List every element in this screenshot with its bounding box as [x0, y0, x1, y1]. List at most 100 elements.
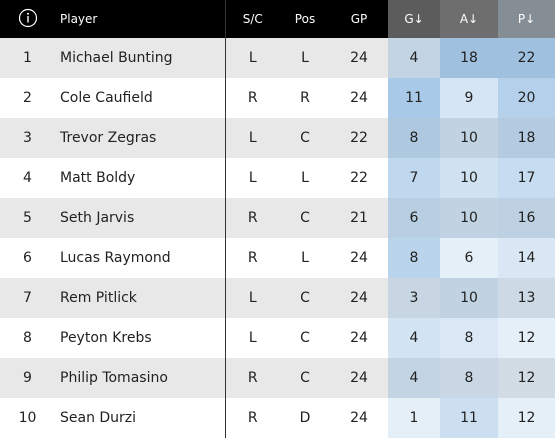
- table-row: 3 Trevor Zegras L C 22 8 10 18: [0, 118, 555, 158]
- games-played: 24: [330, 318, 388, 358]
- column-header[interactable]: P↓: [498, 0, 555, 38]
- shoots: L: [225, 118, 280, 158]
- shoots: L: [225, 38, 280, 78]
- points: 13: [498, 278, 555, 318]
- table-row: 10 Sean Durzi R D 24 1 11 12: [0, 398, 555, 438]
- rank: 7: [0, 278, 55, 318]
- player-name: Philip Tomasino: [55, 358, 226, 398]
- goals: 11: [388, 78, 440, 118]
- shoots: R: [225, 78, 280, 118]
- games-played: 24: [330, 358, 388, 398]
- player-name: Cole Caufield: [55, 78, 226, 118]
- position: L: [280, 158, 330, 198]
- goals: 1: [388, 398, 440, 438]
- column-header[interactable]: S/C: [225, 0, 280, 38]
- column-header[interactable]: A↓: [440, 0, 498, 38]
- info-header[interactable]: [0, 0, 55, 38]
- position: D: [280, 398, 330, 438]
- rank: 3: [0, 118, 55, 158]
- games-played: 24: [330, 398, 388, 438]
- assists: 18: [440, 38, 498, 78]
- rank: 10: [0, 398, 55, 438]
- shoots: R: [225, 398, 280, 438]
- column-header[interactable]: Pos: [280, 0, 330, 38]
- column-header[interactable]: GP: [330, 0, 388, 38]
- player-name: Rem Pitlick: [55, 278, 226, 318]
- assists: 10: [440, 158, 498, 198]
- shoots: R: [225, 358, 280, 398]
- position: C: [280, 318, 330, 358]
- table-row: 6 Lucas Raymond R L 24 8 6 14: [0, 238, 555, 278]
- player-name: Seth Jarvis: [55, 198, 226, 238]
- shoots: L: [225, 318, 280, 358]
- games-played: 24: [330, 38, 388, 78]
- games-played: 24: [330, 278, 388, 318]
- player-name: Peyton Krebs: [55, 318, 226, 358]
- position: R: [280, 78, 330, 118]
- assists: 8: [440, 318, 498, 358]
- column-header[interactable]: G↓: [388, 0, 440, 38]
- rank: 6: [0, 238, 55, 278]
- table-row: 7 Rem Pitlick L C 24 3 10 13: [0, 278, 555, 318]
- points: 17: [498, 158, 555, 198]
- rank: 5: [0, 198, 55, 238]
- goals: 4: [388, 318, 440, 358]
- column-header[interactable]: Player: [55, 0, 226, 38]
- player-name: Matt Boldy: [55, 158, 226, 198]
- shoots: L: [225, 278, 280, 318]
- games-played: 22: [330, 118, 388, 158]
- rank: 9: [0, 358, 55, 398]
- games-played: 24: [330, 238, 388, 278]
- info-icon[interactable]: [18, 8, 38, 28]
- goals: 8: [388, 118, 440, 158]
- assists: 6: [440, 238, 498, 278]
- goals: 8: [388, 238, 440, 278]
- points: 12: [498, 398, 555, 438]
- points: 16: [498, 198, 555, 238]
- table-row: 9 Philip Tomasino R C 24 4 8 12: [0, 358, 555, 398]
- games-played: 24: [330, 78, 388, 118]
- table-body: 1 Michael Bunting L L 24 4 18 22 2 Cole Caufield R…: [0, 38, 555, 438]
- assists: 8: [440, 358, 498, 398]
- rank: 1: [0, 38, 55, 78]
- rank: 8: [0, 318, 55, 358]
- position: L: [280, 238, 330, 278]
- games-played: 22: [330, 158, 388, 198]
- goals: 7: [388, 158, 440, 198]
- goals: 4: [388, 38, 440, 78]
- assists: 9: [440, 78, 498, 118]
- assists: 11: [440, 398, 498, 438]
- goals: 4: [388, 358, 440, 398]
- table-row: 5 Seth Jarvis R C 21 6 10 16: [0, 198, 555, 238]
- position: C: [280, 198, 330, 238]
- shoots: L: [225, 158, 280, 198]
- header-row: Player S/C Pos GP G↓ A↓ P↓: [0, 0, 555, 38]
- table-row: 2 Cole Caufield R R 24 11 9 20: [0, 78, 555, 118]
- player-name: Sean Durzi: [55, 398, 226, 438]
- points: 18: [498, 118, 555, 158]
- player-name: Michael Bunting: [55, 38, 226, 78]
- player-name: Trevor Zegras: [55, 118, 226, 158]
- position: C: [280, 278, 330, 318]
- goals: 6: [388, 198, 440, 238]
- table-row: 1 Michael Bunting L L 24 4 18 22: [0, 38, 555, 78]
- shoots: R: [225, 238, 280, 278]
- shoots: R: [225, 198, 280, 238]
- table-row: 4 Matt Boldy L L 22 7 10 17: [0, 158, 555, 198]
- assists: 10: [440, 278, 498, 318]
- position: C: [280, 118, 330, 158]
- goals: 3: [388, 278, 440, 318]
- points: 20: [498, 78, 555, 118]
- assists: 10: [440, 198, 498, 238]
- rank: 4: [0, 158, 55, 198]
- position: C: [280, 358, 330, 398]
- games-played: 21: [330, 198, 388, 238]
- points: 12: [498, 318, 555, 358]
- player-name: Lucas Raymond: [55, 238, 226, 278]
- points: 22: [498, 38, 555, 78]
- points: 12: [498, 358, 555, 398]
- position: L: [280, 38, 330, 78]
- points: 14: [498, 238, 555, 278]
